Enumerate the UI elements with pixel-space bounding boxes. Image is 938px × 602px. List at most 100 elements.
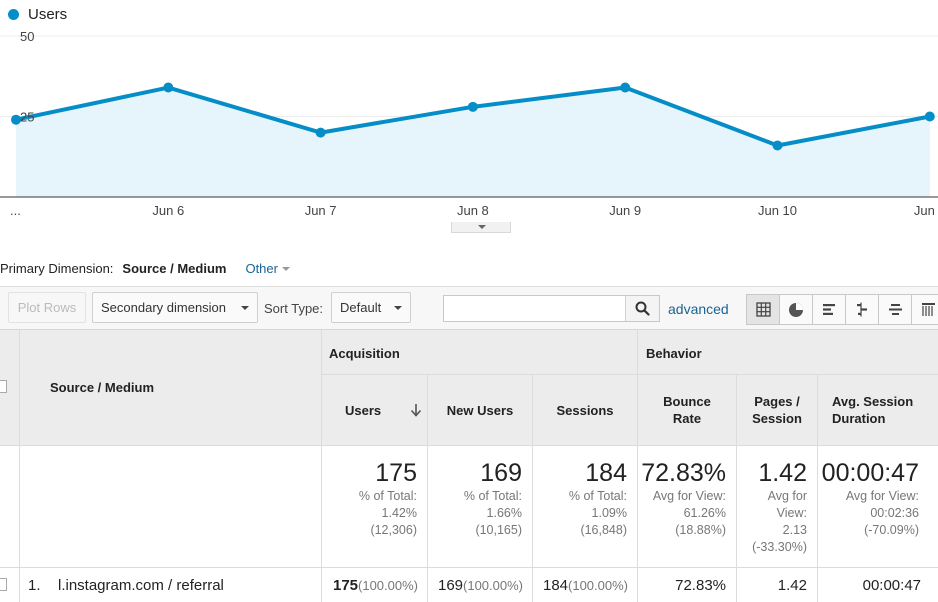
col-bounce-rate-label-1: Bounce: [663, 394, 711, 409]
total-users-pct: 1.42%: [381, 506, 417, 520]
row-index: 1.: [28, 576, 41, 594]
pivot-icon: [921, 303, 935, 316]
row-new-users-value: 169: [437, 576, 464, 594]
total-new-users-value: 169: [480, 459, 522, 487]
data-point-jun-11: [924, 111, 935, 122]
row-sessions-cell: 184 (100.00%): [533, 568, 638, 602]
total-avg-duration-diff: (-70.09%): [864, 523, 919, 537]
total-new-users-site: (10,165): [475, 523, 522, 537]
total-sessions-pct: 1.09%: [591, 506, 627, 520]
grid-icon: [755, 302, 771, 317]
chevron-down-icon: [394, 305, 402, 310]
col-sessions-label: Sessions: [556, 402, 614, 418]
x-tick-label-3: Jun 8: [457, 203, 489, 218]
chart-legend[interactable]: Users: [8, 6, 67, 23]
plot-rows-button[interactable]: Plot Rows: [8, 292, 86, 323]
total-bounce-rate-avg: 61.26%: [683, 506, 726, 520]
col-users-label: Users: [345, 402, 382, 418]
col-new-users-label: New Users: [446, 402, 514, 418]
sort-type-dropdown[interactable]: Default: [331, 292, 411, 323]
row-bounce-rate-cell: 72.83%: [638, 568, 737, 602]
col-new-users-header[interactable]: New Users: [428, 375, 533, 446]
sort-type-label: Sort Type:: [264, 301, 324, 316]
data-point-jun-9: [620, 82, 631, 93]
primary-dimension-value[interactable]: Source / Medium: [122, 261, 227, 276]
total-pages-session-value: 1.42: [758, 459, 807, 487]
dimension-header: Source / Medium: [50, 380, 155, 395]
sort-descending-arrow-icon: [410, 404, 422, 417]
chevron-down-icon: [281, 266, 290, 271]
total-new-users-pct: 1.66%: [486, 506, 522, 520]
total-bounce-rate-value: 72.83%: [641, 459, 726, 487]
total-avg-duration-avg: 00:02:36: [870, 506, 919, 520]
secondary-dimension-dropdown[interactable]: Secondary dimension: [92, 292, 258, 323]
total-new-users-cell: 169 % of Total: 1.66% (10,165): [428, 446, 533, 568]
behavior-group-header: Behavior: [638, 330, 938, 375]
performance-view-button[interactable]: [812, 294, 846, 325]
dimension-header-cell[interactable]: Source / Medium: [20, 330, 322, 446]
col-bounce-rate-header[interactable]: Bounce Rate: [638, 375, 737, 446]
data-point-jun-8: [467, 101, 478, 112]
other-dimension-dropdown[interactable]: Other: [245, 261, 290, 276]
x-tick-label-6: Jun 1: [914, 203, 938, 218]
term-cloud-icon: [888, 304, 902, 315]
data-table-view-button[interactable]: [746, 294, 780, 325]
users-line-chart: 50 25... Jun 6 Jun 7 Jun 8 Jun 9 Jun 10 Jun 1: [0, 29, 938, 218]
row-checkbox[interactable]: [0, 578, 7, 591]
row-1-checkbox-cell: [0, 568, 20, 602]
pie-view-button[interactable]: [779, 294, 813, 325]
total-users-cell: 175 % of Total: 1.42% (12,306): [322, 446, 428, 568]
col-bounce-rate-label-2: Rate: [672, 411, 702, 426]
comparison-view-button[interactable]: [845, 294, 879, 325]
acquisition-label: Acquisition: [329, 346, 400, 361]
total-users-note: % of Total:: [358, 489, 417, 503]
search-icon: [635, 301, 650, 316]
data-point-jun-7: [315, 127, 326, 138]
col-users-header[interactable]: Users: [322, 375, 428, 446]
totals-checkbox-cell: [0, 446, 20, 568]
col-avg-duration-label-2: Duration: [832, 411, 886, 426]
total-bounce-rate-cell: 72.83% Avg for View: 61.26% (18.88%): [638, 446, 737, 568]
other-dimension-label: Other: [245, 261, 278, 276]
data-point-jun-5: [11, 114, 21, 125]
row-users-pct: (100.00%): [358, 577, 418, 593]
pivot-view-button[interactable]: [911, 294, 938, 325]
y-tick-label-25: 25: [20, 110, 34, 125]
total-avg-duration-note: Avg for View:: [845, 489, 919, 503]
x-tick-label-2: Jun 7: [305, 203, 337, 218]
col-pages-session-header[interactable]: Pages / Session: [737, 375, 818, 446]
search-button[interactable]: [625, 296, 659, 321]
search-input[interactable]: [444, 296, 624, 321]
behavior-label: Behavior: [646, 346, 702, 361]
y-tick-label-50: 50: [20, 29, 34, 44]
checkbox-header-cell: [0, 330, 20, 446]
total-sessions-site: (16,848): [580, 523, 627, 537]
users-area-fill: [16, 87, 930, 197]
legend-label: Users: [28, 6, 68, 23]
total-pages-session-cell: 1.42 Avg for View: 2.13 (-33.30%): [737, 446, 818, 568]
total-avg-duration-value: 00:00:47: [821, 459, 919, 487]
row-pages-session-cell: 1.42: [737, 568, 818, 602]
row-avg-duration-value: 00:00:47: [862, 576, 921, 594]
acquisition-group-header: Acquisition: [322, 330, 638, 375]
total-new-users-note: % of Total:: [463, 489, 522, 503]
advanced-filter-link[interactable]: advanced: [668, 301, 729, 317]
term-cloud-view-button[interactable]: [878, 294, 912, 325]
total-pages-session-diff: (-33.30%): [752, 540, 807, 554]
legend-dot-icon: [8, 9, 19, 20]
col-sessions-header[interactable]: Sessions: [533, 375, 638, 446]
sort-type-value: Default: [340, 300, 382, 315]
row-pages-session-value: 1.42: [777, 576, 807, 594]
data-point-jun-10: [772, 140, 783, 151]
total-pages-session-avg: 2.13: [782, 523, 807, 537]
col-avg-duration-header[interactable]: Avg. Session Duration: [818, 375, 938, 446]
view-switcher: [746, 294, 938, 325]
select-all-checkbox[interactable]: [0, 380, 7, 393]
total-bounce-rate-note: Avg for View:: [652, 489, 726, 503]
row-users-cell: 175 (100.00%): [322, 568, 428, 602]
chart-collapse-toggle[interactable]: [451, 222, 511, 233]
row-source-medium-link[interactable]: l.instagram.com / referral: [58, 576, 224, 594]
totals-label-cell: [20, 446, 322, 568]
total-users-value: 175: [375, 459, 417, 487]
total-pages-session-note-2: View:: [776, 506, 807, 520]
